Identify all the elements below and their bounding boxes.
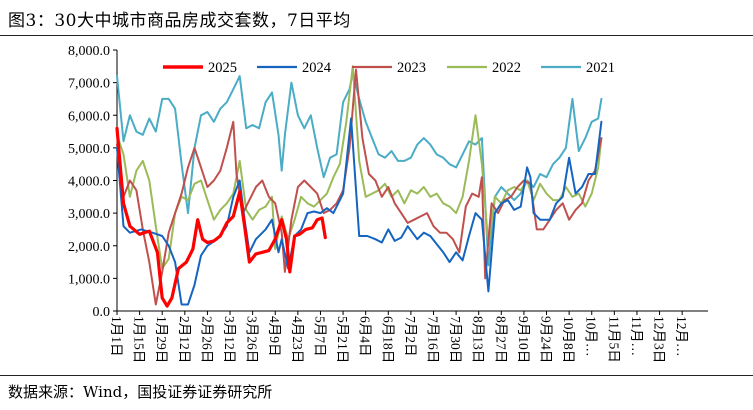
- line-chart: 0.0 1,000.0 2,000.0 3,000.0 4,000.0 5,000.0 6,…: [68, 44, 708, 363]
- x-tick-label: 8月27日: [493, 316, 508, 363]
- chart-title: 图3：30大中城市商品房成交套数，7日平均: [8, 11, 351, 31]
- x-tick-label: 2月12日: [177, 316, 192, 363]
- x-tick-label: 4月9日: [267, 316, 282, 357]
- series-line-2021: [116, 71, 603, 267]
- y-tick-label: 6,000.0: [68, 109, 110, 124]
- x-tick-label: 1月29日: [154, 316, 169, 363]
- chart-axes: 0.0 1,000.0 2,000.0 3,000.0 4,000.0 5,000.0 6,…: [68, 44, 708, 363]
- x-tick-label: 1月1日: [109, 316, 124, 357]
- series-line-2023: [116, 68, 603, 306]
- x-tick-label: 9月10日: [516, 316, 531, 363]
- x-tick-label: 6月4日: [358, 316, 373, 357]
- y-tick-label: 4,000.0: [68, 175, 110, 190]
- y-tick-label: 5,000.0: [68, 142, 110, 157]
- legend-label-2025: 2025: [208, 60, 237, 76]
- legend-label-2021: 2021: [586, 60, 615, 76]
- x-tick-label: 1月15日: [132, 316, 147, 363]
- x-tick-label: 10月8日: [561, 316, 576, 363]
- y-tick-label: 0.0: [93, 305, 111, 320]
- legend-label-2024: 2024: [302, 60, 332, 76]
- x-tick-label: 11月…: [629, 316, 644, 356]
- x-tick-label: 11月5日: [606, 316, 621, 363]
- legend-label-2023: 2023: [397, 60, 426, 76]
- x-tick-label: 9月24日: [539, 316, 554, 363]
- x-tick-label: 3月26日: [245, 316, 260, 363]
- x-tick-label: 10月…: [584, 316, 599, 357]
- x-tick-label: 8月13日: [471, 316, 486, 363]
- series-line-2024: [116, 117, 603, 306]
- x-tick-label: 7月16日: [425, 316, 440, 363]
- legend-label-2022: 2022: [492, 60, 521, 76]
- x-tick-label: 7月30日: [448, 316, 463, 363]
- y-tick-label: 2,000.0: [68, 240, 110, 255]
- x-tick-label: 12月…: [674, 316, 689, 357]
- series-line-2025: [115, 126, 327, 308]
- x-tick-label: 7月2日: [403, 316, 418, 357]
- x-tick-label: 6月18日: [380, 316, 395, 363]
- series-line-2022: [116, 65, 603, 270]
- x-tick-label: 5月21日: [335, 316, 350, 363]
- y-tick-label: 7,000.0: [68, 77, 110, 92]
- x-tick-label: 12月3日: [652, 316, 667, 363]
- source-note: 数据来源：Wind，国投证券证券研究所: [8, 383, 273, 401]
- source-divider: [0, 375, 753, 376]
- y-tick-label: 1,000.0: [68, 272, 110, 287]
- x-tick-label: 2月26日: [199, 316, 214, 363]
- x-tick-label: 4月23日: [290, 316, 305, 363]
- chart-series: [115, 65, 603, 308]
- y-tick-label: 8,000.0: [68, 44, 110, 59]
- y-tick-label: 3,000.0: [68, 207, 110, 222]
- x-tick-label: 5月7日: [312, 316, 327, 357]
- chart-legend: 2025 2024 2023 2022 2021: [163, 60, 615, 76]
- title-divider: [0, 35, 753, 36]
- x-tick-label: 3月12日: [222, 316, 237, 363]
